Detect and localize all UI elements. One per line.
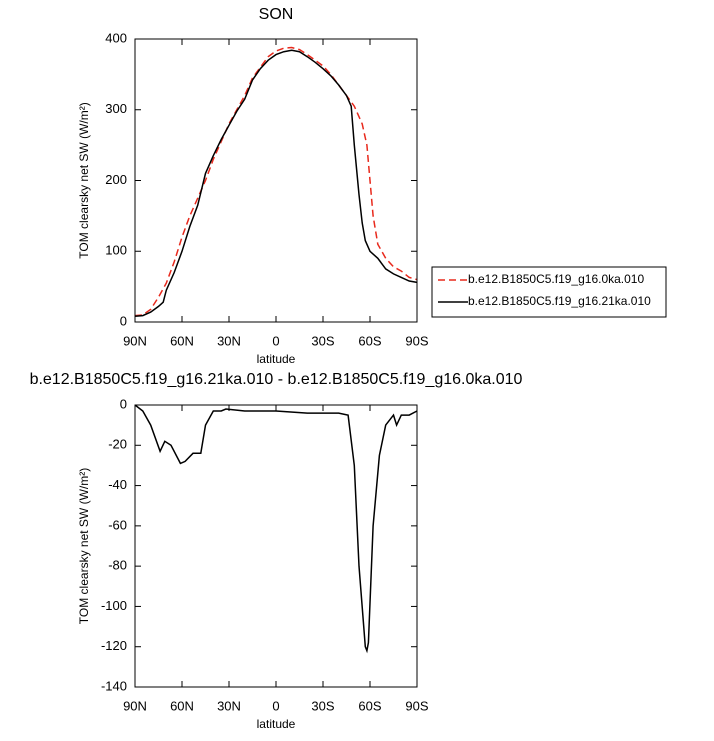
y-tick-label: -20 xyxy=(108,437,127,452)
y-tick-label: 100 xyxy=(105,243,127,258)
y-tick-label: 0 xyxy=(120,396,127,411)
y-tick-label: -100 xyxy=(101,598,127,613)
line-series xyxy=(134,46,418,317)
y-tick-label: 300 xyxy=(105,101,127,116)
y-tick-label: -60 xyxy=(108,517,127,532)
x-tick-label: 0 xyxy=(272,333,279,348)
y-tick-label: 400 xyxy=(105,30,127,45)
x-tick-label: 60S xyxy=(358,333,381,348)
x-tick-label: 60N xyxy=(170,333,194,348)
x-tick-label: 90S xyxy=(405,333,428,348)
chart-title: SON xyxy=(259,6,294,23)
legend-label: b.e12.B1850C5.f19_g16.21ka.010 xyxy=(468,294,651,308)
y-axis-label: TOM clearsky net SW (W/m²) xyxy=(77,468,91,624)
x-tick-label: 60S xyxy=(358,698,381,713)
y-tick-label: -120 xyxy=(101,638,127,653)
y-tick-label: -40 xyxy=(108,477,127,492)
legend-label: b.e12.B1850C5.f19_g16.0ka.010 xyxy=(468,272,644,286)
x-axis-label: latitude xyxy=(257,717,296,731)
x-axis-label: latitude xyxy=(257,352,296,366)
x-tick-label: 60N xyxy=(170,698,194,713)
line-series xyxy=(134,49,418,318)
y-tick-label: -80 xyxy=(108,558,127,573)
y-tick-label: -140 xyxy=(101,678,127,693)
chart-title: b.e12.B1850C5.f19_g16.21ka.010 - b.e12.B… xyxy=(30,371,523,388)
x-tick-label: 90N xyxy=(123,698,147,713)
y-axis-label: TOM clearsky net SW (W/m²) xyxy=(77,102,91,258)
plot-frame xyxy=(134,38,418,323)
plot-frame xyxy=(134,404,418,688)
x-tick-label: 90N xyxy=(123,333,147,348)
x-tick-label: 30N xyxy=(217,698,241,713)
x-tick-label: 90S xyxy=(405,698,428,713)
x-tick-label: 30S xyxy=(311,333,334,348)
x-tick-label: 30N xyxy=(217,333,241,348)
line-series xyxy=(134,404,418,654)
y-tick-label: 0 xyxy=(120,313,127,328)
x-tick-label: 30S xyxy=(311,698,334,713)
x-tick-label: 0 xyxy=(272,698,279,713)
legend-box xyxy=(431,266,667,318)
y-tick-label: 200 xyxy=(105,172,127,187)
